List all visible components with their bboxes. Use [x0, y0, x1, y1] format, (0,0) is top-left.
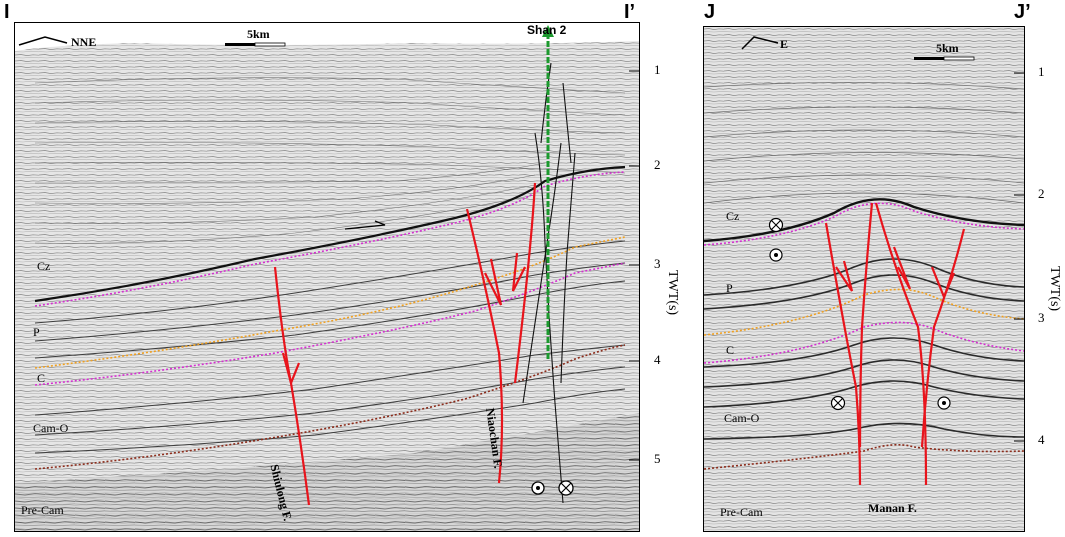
- seismic-section-right: E 5km Cz P C Cam-O Pre-Cam Manan F.: [703, 26, 1025, 532]
- right-axis-title: TWT(s): [1047, 266, 1062, 312]
- stratum-p-label-right: P: [726, 281, 733, 295]
- well-label: Shan 2: [527, 23, 567, 37]
- stratum-c-label: C: [37, 371, 46, 385]
- stratum-cam-o-label: Cam-O: [33, 421, 69, 435]
- left-twt-tick-2: 2: [654, 157, 661, 172]
- out-of-page-symbol-icon: [531, 481, 545, 495]
- left-twt-tick-5: 5: [654, 451, 661, 466]
- seismic-section-right-svg: [704, 27, 1024, 531]
- direction-label: NNE: [71, 35, 97, 49]
- panel-end-label-right: J’: [1014, 1, 1031, 23]
- stratum-pre-cam-label: Pre-Cam: [21, 503, 64, 517]
- red-faults-right: [824, 202, 966, 486]
- left-twt-tick-3: 3: [654, 256, 661, 271]
- out-of-page-symbol-icon-right-bottom: [937, 396, 951, 410]
- thrust-arrow-icon: [344, 220, 386, 230]
- seismic-section-left-svg: [15, 23, 639, 531]
- stratum-cz-label-right: Cz: [726, 209, 740, 223]
- stratum-p-label: P: [33, 325, 40, 339]
- right-twt-tick-1: 1: [1038, 64, 1045, 79]
- panel-start-label-left: I: [4, 1, 10, 23]
- fault-manan-label: Manan F.: [868, 501, 917, 515]
- into-page-symbol-icon-right-bottom: [830, 395, 846, 411]
- panel-end-label-left: I’: [624, 1, 636, 23]
- direction-arrow-icon-right: [741, 36, 779, 50]
- stratum-cam-o-label-right: Cam-O: [724, 411, 760, 425]
- seismic-section-left: NNE 5km Shan 2 Cz P C Cam-O Pre-Cam Shiu…: [14, 22, 640, 532]
- twt-tick-marks-right: [1014, 72, 1024, 442]
- stratum-cz-label: Cz: [37, 259, 51, 273]
- scale-bar-icon: [225, 42, 286, 47]
- stratum-c-label-right: C: [726, 343, 735, 357]
- scale-bar-icon-right: [914, 56, 975, 61]
- left-twt-tick-4: 4: [654, 352, 661, 367]
- out-of-page-symbol-icon-right-top: [769, 248, 783, 262]
- stratum-pre-cam-label-right: Pre-Cam: [720, 505, 763, 519]
- scale-label: 5km: [247, 27, 270, 41]
- scale-label-right: 5km: [936, 41, 959, 55]
- panel-start-label-right: J: [704, 1, 716, 23]
- direction-arrow-icon: [18, 36, 68, 46]
- into-page-symbol-icon-right-top: [768, 217, 784, 233]
- red-faults: [273, 182, 537, 506]
- right-twt-tick-4: 4: [1038, 432, 1045, 447]
- well-icon: [542, 25, 554, 359]
- left-twt-tick-1: 1: [654, 62, 661, 77]
- twt-tick-marks: [629, 70, 639, 461]
- left-axis-title: TWT(s): [665, 270, 680, 316]
- right-twt-tick-2: 2: [1038, 186, 1045, 201]
- into-page-symbol-icon: [558, 480, 574, 496]
- direction-label-right: E: [780, 37, 789, 51]
- right-twt-tick-3: 3: [1038, 310, 1045, 325]
